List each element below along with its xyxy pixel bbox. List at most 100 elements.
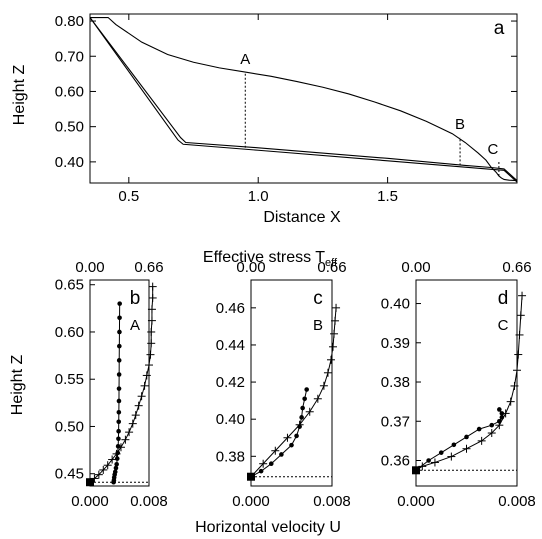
panel-b-letter: b [130, 288, 141, 309]
panel-b-profile-label: A [130, 317, 140, 334]
panel-b-stress-point [117, 329, 122, 335]
panel-d-bottom-tick-label: 0.000 [397, 493, 435, 510]
panel-b-bottom-tick-label: 0.000 [71, 493, 109, 510]
panel-c-profile-label: B [313, 317, 323, 334]
panel-a-letter: a [494, 18, 505, 39]
panel-b-stress-point [116, 398, 122, 404]
panel-b-bottom-tick-label: 0.008 [130, 493, 168, 510]
panel-c-stress-point [304, 387, 309, 392]
panel-a-profile-label: A [240, 51, 250, 68]
panel-b-stress-point [116, 386, 122, 391]
panel-c-stress-point [268, 461, 274, 467]
panel-d-top-tick-label: 0.66 [502, 259, 531, 276]
panel-a-ytick-label: 0.40 [55, 154, 84, 171]
panel-c-letter: c [313, 288, 323, 309]
panel-a-profile-label: B [455, 116, 465, 133]
panel-c-top-tick-label: 0.00 [236, 259, 265, 276]
panel-d-ytick-label: 0.36 [381, 452, 410, 469]
panel-b-stress-point [114, 456, 120, 461]
panel-b-stress-point [114, 461, 119, 467]
panel-d-stress-point [489, 422, 495, 428]
panel-c-bottom-tick-label: 0.000 [232, 493, 270, 510]
panel-c-stress-point [279, 452, 284, 457]
panel-a-frame [89, 13, 518, 184]
panel-b-stress-point [116, 436, 121, 442]
panel-c-frame [250, 279, 333, 487]
panel-a-series-line [90, 16, 518, 182]
panel-b-stress-point [116, 372, 122, 377]
top-axis-title: Effective stress Teff [203, 249, 338, 269]
panel-b-ytick-label: 0.45 [55, 466, 84, 483]
panel-d-profile-label: C [498, 317, 509, 334]
panel-d-ytick-label: 0.40 [381, 296, 410, 313]
panel-d-bottom-tick-label: 0.008 [498, 493, 536, 510]
bottom-axis-title: Horizontal velocity U [195, 519, 341, 536]
panel-d-stress-point [426, 458, 431, 463]
panel-d-velocity-line [415, 295, 523, 471]
panel-b-frame [89, 279, 150, 487]
panel-d-ytick-label: 0.37 [381, 413, 410, 430]
panel-d-plot: 0.36 0.37 0.38 0.39 0.40 0.00 0.66 0.000 0.008 dC [381, 259, 536, 510]
panel-a-xtick-label: 1.0 [248, 188, 269, 205]
panel-c-stress-point [289, 442, 294, 448]
panel-c-ytick-label: 0.44 [216, 337, 245, 354]
panel-d-frame [415, 279, 518, 487]
panel-d-stress-point [464, 434, 469, 440]
top-axis-title-sub: eff [325, 257, 338, 269]
panel-c-plot: 0.38 0.40 0.42 0.44 0.46 0.00 0.66 0.000 0.008 cB [216, 259, 351, 510]
panel-b-stress-point [116, 358, 122, 363]
panel-b-stress-point [116, 409, 122, 415]
panel-a-ylabel: Height Z [11, 65, 28, 126]
panel-b-ytick-label: 0.55 [55, 371, 84, 388]
panel-b-velocity-line [89, 286, 154, 483]
panel-a-ytick-label: 0.80 [55, 13, 84, 30]
panel-d-letter: d [498, 288, 509, 309]
top-axis-title-main: Effective stress T [203, 249, 325, 266]
panel-b-stress-point [115, 444, 121, 449]
panel-c-top-tick-label: 0.66 [317, 259, 346, 276]
panel-b-stress-point [117, 315, 122, 321]
panel-d-top-tick-label: 0.00 [401, 259, 430, 276]
panel-b-stress-point [112, 469, 118, 475]
panel-a-plot: 0.5 1.0 1.5 0.40 0.50 0.60 0.70 0.80 A B Ca [55, 13, 518, 205]
panel-a-xlabel: Distance X [263, 209, 341, 226]
bottom-ylabel: Height Z [9, 355, 26, 416]
panel-d-stress-point [476, 426, 482, 432]
panel-d-stress-point [497, 407, 502, 412]
panel-b-plot: 0.45 0.50 0.55 0.60 0.650.00 0.66 0.000 0.008 bA [55, 259, 168, 510]
panel-b-ytick-label: 0.65 [55, 277, 84, 294]
panel-b-top-tick-label: 0.66 [134, 259, 163, 276]
panel-a-ytick-label: 0.70 [55, 48, 84, 65]
panel-d-stress-point [451, 442, 457, 448]
panel-c-stress-point [299, 415, 304, 420]
panel-d-stress-point [438, 450, 444, 455]
panel-b-ytick-label: 0.50 [55, 418, 84, 435]
panel-c-ytick-label: 0.46 [216, 300, 245, 317]
panel-b-stress-point [113, 465, 119, 471]
panel-a-series-line [89, 17, 518, 181]
panel-c-ytick-label: 0.42 [216, 374, 245, 391]
panel-c-stress-point [258, 468, 264, 474]
panel-d-ytick-label: 0.38 [381, 374, 410, 391]
panel-b-base-marker [86, 478, 94, 487]
panel-c-stress-point [302, 396, 307, 402]
panel-a-xtick-label: 1.5 [377, 188, 398, 205]
panel-d-ytick-label: 0.39 [381, 335, 410, 352]
panel-a-series-line [89, 17, 518, 183]
panel-a-ytick-label: 0.60 [55, 83, 84, 100]
panel-c-base-marker [247, 472, 255, 481]
panel-c-ytick-label: 0.40 [216, 411, 245, 428]
panel-a-profile-label: C [487, 141, 498, 158]
panel-b-stress-point [117, 301, 122, 306]
panel-b-stress-point [116, 428, 121, 434]
panel-c-velocity-line [250, 307, 337, 478]
panel-c-bottom-tick-label: 0.008 [313, 493, 351, 510]
panel-b-stress-point [117, 343, 122, 349]
panel-b-top-tick-label: 0.00 [75, 259, 104, 276]
panel-a-ytick-label: 0.50 [55, 119, 84, 136]
panel-b-stress-point [116, 419, 122, 425]
panel-b-ytick-label: 0.60 [55, 324, 84, 341]
panel-a-xtick-label: 0.5 [118, 188, 139, 205]
panel-c-ytick-label: 0.38 [216, 448, 245, 465]
